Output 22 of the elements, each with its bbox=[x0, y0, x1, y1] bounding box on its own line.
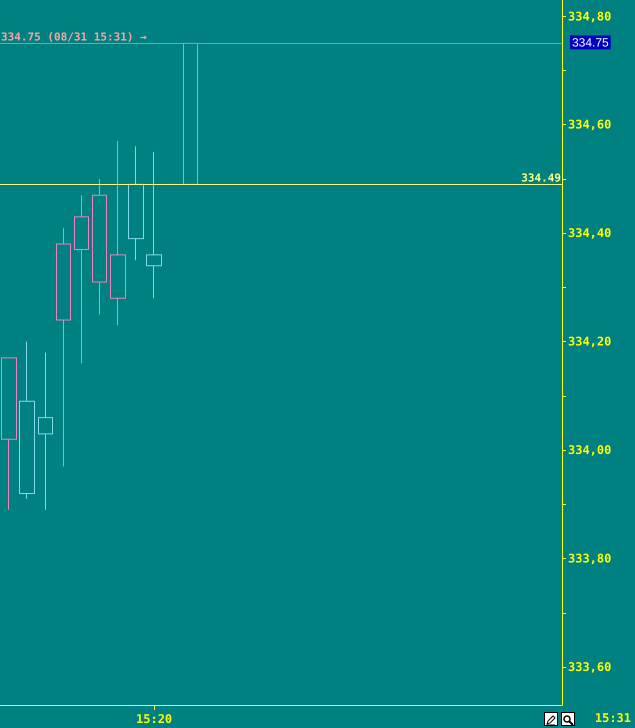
candlestick bbox=[128, 146, 144, 261]
x-tick-label: 15:20 bbox=[136, 712, 172, 726]
y-tick-label: 334,80 bbox=[568, 9, 612, 24]
candlestick bbox=[110, 140, 126, 326]
y-tick-label: 334,20 bbox=[568, 334, 612, 349]
candlestick bbox=[92, 178, 107, 316]
y-tick-label: 333,80 bbox=[568, 552, 612, 566]
y-tick-label: 334,40 bbox=[568, 226, 612, 240]
y-tick-label: 334,60 bbox=[568, 118, 612, 132]
y-tick-label: 334,00 bbox=[568, 443, 612, 458]
candlestick bbox=[38, 352, 53, 510]
candlestick bbox=[74, 194, 89, 364]
candlestick bbox=[146, 151, 162, 299]
ref-line-label: 334.49 bbox=[521, 171, 561, 184]
text: 334.75 bbox=[572, 35, 610, 50]
candlestick bbox=[1, 357, 17, 510]
text: 15:31 bbox=[594, 711, 631, 725]
candlestick bbox=[183, 42, 198, 185]
candlestick bbox=[56, 227, 71, 467]
candlestick bbox=[19, 341, 35, 500]
y-tick-label: 333,60 bbox=[568, 660, 612, 674]
ref-line-label: 334.75 (08/31 15:31) → bbox=[1, 30, 148, 44]
